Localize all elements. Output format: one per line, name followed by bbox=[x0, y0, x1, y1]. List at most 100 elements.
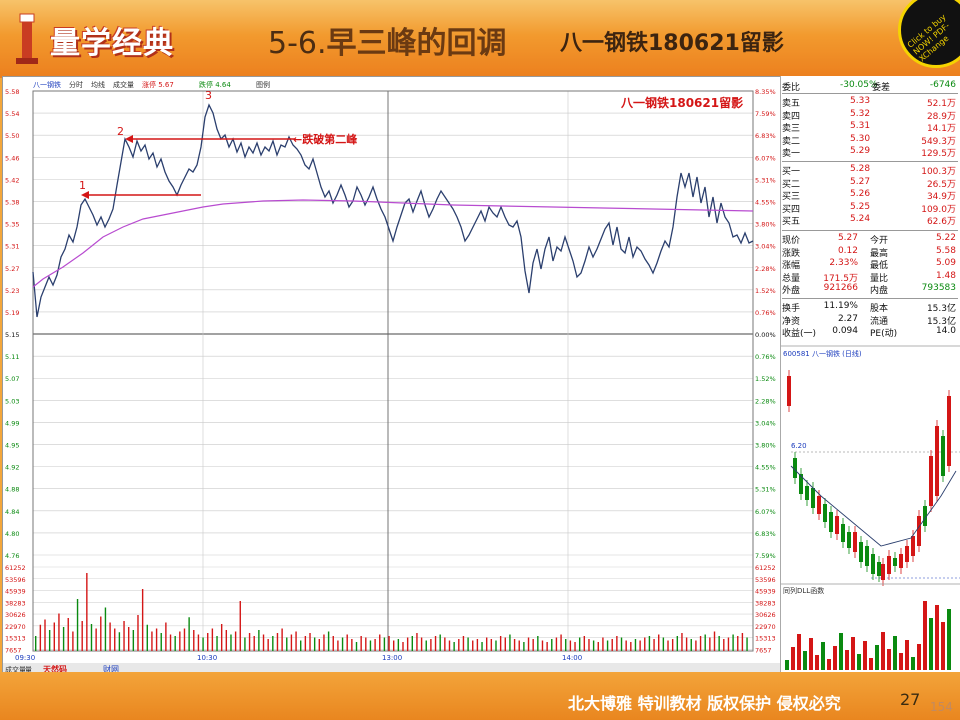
volume-bar bbox=[388, 636, 390, 651]
divider bbox=[782, 93, 958, 94]
volume-bar bbox=[225, 630, 228, 651]
price-tick-label: 5.07 bbox=[5, 375, 19, 383]
quote-row: 净资 2.27 流通 15.3亿 bbox=[782, 314, 958, 327]
buy-level-label: 买一 bbox=[782, 167, 801, 177]
volume-bar bbox=[53, 622, 55, 651]
price-tick-label: 5.50 bbox=[5, 132, 19, 140]
quote-row: 总量 171.5万 量比 1.48 bbox=[782, 271, 958, 284]
toolbar-item[interactable]: 图例 bbox=[256, 80, 270, 89]
pct-tick-label: 0.76% bbox=[755, 309, 776, 317]
volume-bar bbox=[551, 639, 553, 651]
volume-bar bbox=[695, 640, 697, 651]
pct-tick-label: 2.28% bbox=[755, 397, 776, 405]
volume-bar bbox=[197, 634, 200, 651]
pct-tick-label: 1.52% bbox=[755, 375, 776, 383]
volume-bar bbox=[569, 640, 572, 651]
toolbar-item[interactable]: 八一钢铁 bbox=[33, 80, 61, 89]
volume-bar bbox=[523, 642, 525, 651]
volume-bar bbox=[62, 627, 65, 651]
candle-body bbox=[881, 564, 885, 580]
toolbar-item[interactable]: 分时 bbox=[69, 80, 83, 89]
brand-suffix: 财网 bbox=[103, 664, 119, 673]
candle-body bbox=[871, 554, 875, 574]
pct-tick-label: 7.59% bbox=[755, 552, 776, 560]
toolbar-item[interactable]: 成交量 bbox=[113, 80, 134, 89]
volume-bar bbox=[416, 633, 418, 651]
sell-level-label: 卖三 bbox=[782, 124, 801, 135]
slide-subtitle: 八一钢铁180621留影 bbox=[560, 31, 784, 56]
volume-bar bbox=[300, 640, 302, 651]
daily-kline-chart[interactable]: 600581 八一钢铁 (日线) 6.20 同列DLL函数 bbox=[781, 76, 960, 672]
volume-bar bbox=[281, 628, 283, 651]
volume-bar bbox=[365, 637, 367, 651]
volume-bar bbox=[746, 637, 748, 651]
volume-bar bbox=[611, 639, 613, 651]
stat2-value-2: 15.3亿 bbox=[926, 316, 956, 327]
buy-price: 5.28 bbox=[850, 164, 871, 174]
toolbar-item[interactable]: 均线 bbox=[91, 80, 105, 89]
price-tick-label: 4.80 bbox=[5, 530, 19, 538]
intraday-chart[interactable]: 八一钢铁 分时 均线 成交量 涨停 5.67 跌停 4.64 图例5.58 8.35%5.54… bbox=[3, 77, 781, 675]
candle-body bbox=[865, 546, 869, 566]
sell-price: 5.29 bbox=[850, 146, 871, 157]
volume-bar bbox=[476, 639, 479, 651]
price-tick-label: 5.58 bbox=[5, 88, 19, 96]
volume-bar bbox=[253, 636, 255, 651]
quote-row: 现价 5.27 今开 5.22 bbox=[782, 233, 958, 246]
quote-row: 卖一 5.29 129.5万 bbox=[782, 146, 958, 160]
time-label: 13:00 bbox=[382, 654, 402, 662]
sell-level-label: 卖二 bbox=[782, 136, 801, 147]
pct-tick-label: 5.31% bbox=[755, 176, 776, 184]
quote-row: 买四 5.25 109.0万 bbox=[782, 202, 958, 215]
price-tick-label: 5.19 bbox=[5, 309, 19, 317]
volume-bar bbox=[234, 631, 237, 651]
volume-bar bbox=[653, 639, 655, 651]
sell-volume: 129.5万 bbox=[921, 149, 956, 160]
volume-bar bbox=[513, 639, 516, 651]
price-tick-label: 5.03 bbox=[5, 397, 19, 405]
divider bbox=[782, 298, 958, 299]
stat-value: 5.27 bbox=[837, 233, 858, 243]
volume-bar bbox=[337, 640, 339, 651]
quote-row: 卖二 5.30 549.3万 bbox=[782, 134, 958, 147]
volume-bar bbox=[109, 622, 111, 651]
vol-tick-label: 22970 bbox=[5, 623, 26, 631]
volume-bar bbox=[420, 637, 423, 651]
stat2-label-2: 股本 bbox=[870, 304, 889, 314]
toolbar-item[interactable]: 涨停 5.67 bbox=[142, 80, 174, 89]
pdf-badge[interactable]: Click to buy NOW! PDF-XChange bbox=[898, 0, 960, 68]
weibi-label: 委比 bbox=[782, 83, 801, 93]
volume-bar bbox=[546, 642, 548, 651]
kline-volume-bar bbox=[911, 657, 915, 670]
vol-tick-label-right: 15313 bbox=[755, 635, 776, 643]
volume-bar bbox=[439, 634, 441, 651]
buy-volume: 26.5万 bbox=[926, 179, 956, 190]
volume-bar bbox=[127, 627, 130, 651]
volume-bar bbox=[104, 607, 107, 651]
toolbar-item[interactable]: 跌停 4.64 bbox=[199, 80, 231, 89]
candle-body bbox=[911, 536, 915, 556]
quote-row: 换手 11.19% 股本 15.3亿 bbox=[782, 301, 958, 314]
stat-label-2: 最高 bbox=[870, 248, 889, 259]
volume-bar bbox=[44, 619, 46, 651]
buy-price: 5.24 bbox=[850, 214, 871, 225]
volume-bar bbox=[453, 642, 455, 651]
stat-label-2: 内盘 bbox=[870, 286, 889, 297]
stat-label-2: 量比 bbox=[870, 273, 889, 284]
candle-body bbox=[841, 524, 845, 542]
volume-bar bbox=[709, 637, 711, 651]
sell-price: 5.31 bbox=[850, 121, 871, 132]
price-tick-label: 5.15 bbox=[5, 331, 19, 339]
quote-row: 买五 5.24 62.6万 bbox=[782, 214, 958, 227]
volume-bar bbox=[230, 634, 232, 651]
volume-bar bbox=[81, 621, 83, 651]
kline-volume-bar bbox=[941, 622, 945, 670]
kline-volume-bar bbox=[809, 638, 813, 670]
pct-tick-label: 4.55% bbox=[755, 198, 776, 206]
volume-bar bbox=[592, 640, 595, 651]
candle-body bbox=[887, 556, 891, 574]
kline-volume-bar bbox=[833, 646, 837, 670]
volume-bar bbox=[713, 631, 716, 651]
slide-title: 5-6.早三峰的回调 bbox=[268, 18, 507, 62]
candle-body bbox=[847, 532, 851, 548]
